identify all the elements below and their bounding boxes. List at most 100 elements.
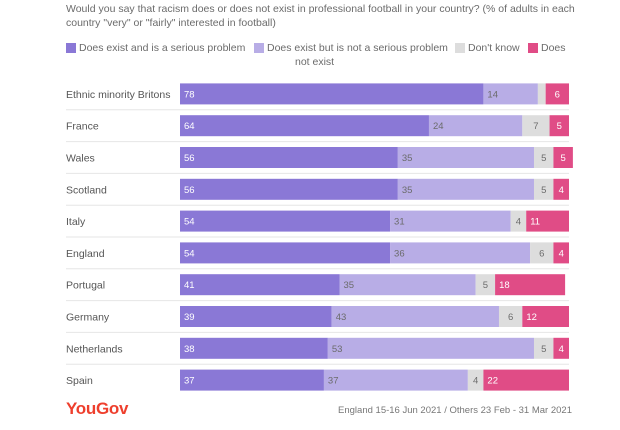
data-label: 5 (541, 185, 546, 196)
bar-segment (483, 83, 538, 105)
data-label: 24 (433, 121, 444, 132)
bar-segment (339, 274, 476, 296)
data-label: 6 (508, 312, 513, 323)
category-label: Germany (66, 312, 110, 324)
data-label: 7 (533, 121, 538, 132)
legend-label-serious-problem: Does exist and is a serious problem (79, 42, 246, 54)
legend-label-does-not-exist-cont: not exist (295, 56, 335, 68)
data-label: 4 (559, 185, 564, 196)
bar-segment (180, 337, 328, 359)
data-label: 5 (541, 344, 546, 355)
bar-segment (397, 147, 534, 168)
legend-label-dont-know: Don't know (468, 42, 520, 54)
bar-segment (428, 115, 523, 137)
data-label: 35 (343, 280, 354, 291)
yougov-logo: YouGov (66, 399, 129, 418)
category-label: England (66, 248, 105, 260)
legend-swatch-dont-know (455, 43, 465, 53)
bar-segment (180, 242, 391, 264)
data-label: 53 (332, 344, 343, 355)
data-label: 6 (555, 89, 560, 100)
bar-segment (397, 178, 534, 200)
bar-segment (498, 306, 523, 327)
data-label: 43 (336, 312, 347, 323)
bar-segment (522, 115, 550, 137)
category-label: France (66, 121, 99, 133)
bar-segment (323, 369, 468, 391)
legend-label-not-serious: Does exist but is not a serious problem (267, 42, 448, 54)
data-label: 4 (559, 248, 564, 259)
data-label: 78 (184, 89, 195, 100)
data-label: 31 (394, 217, 405, 228)
category-label: Wales (66, 153, 95, 165)
category-label: Scotland (66, 184, 107, 196)
category-label: Ethnic minority Britons (66, 89, 170, 101)
data-label: 37 (328, 376, 339, 387)
data-label: 14 (487, 89, 498, 100)
bar-segment (522, 306, 569, 327)
bar-segment (180, 178, 398, 200)
legend-swatch-does-not-exist (528, 43, 538, 53)
bar-segment (530, 242, 554, 264)
bar-segment (549, 115, 569, 137)
data-label: 6 (539, 248, 544, 259)
data-label: 5 (541, 153, 546, 164)
data-label: 56 (184, 153, 195, 164)
data-label: 64 (184, 121, 195, 132)
legend-label-does-not-exist: Does (541, 42, 566, 54)
bar-segment (553, 178, 569, 200)
bar-segment (390, 210, 511, 232)
chart-title: Would you say that racism does or does n… (66, 3, 575, 29)
bar-segment (533, 147, 554, 168)
bar-segment (553, 242, 569, 264)
bar-segment (180, 147, 398, 168)
data-label: 5 (557, 121, 562, 132)
bar-segment (467, 369, 484, 391)
data-label: 18 (499, 280, 510, 291)
bar-segment (327, 337, 534, 359)
data-label: 11 (530, 217, 540, 228)
data-label: 37 (184, 376, 195, 387)
bar-segment (510, 210, 527, 232)
bar-segment (180, 306, 332, 327)
data-label: 36 (394, 248, 405, 259)
bar-segment (553, 337, 569, 359)
bar-segment (533, 337, 554, 359)
bar-segment (537, 83, 546, 105)
bar-segment (495, 274, 566, 296)
data-label: 4 (473, 376, 478, 387)
source-note: England 15-16 Jun 2021 / Others 23 Feb -… (338, 405, 572, 416)
category-label: Netherlands (66, 343, 123, 355)
category-label: Italy (66, 216, 86, 228)
category-label: Portugal (66, 280, 105, 292)
data-label: 12 (526, 312, 537, 323)
bar-segment (180, 83, 484, 105)
category-label: Spain (66, 375, 93, 387)
data-label: 41 (184, 280, 195, 291)
data-label: 4 (559, 344, 564, 355)
bar-segment (475, 274, 496, 296)
data-label: 54 (184, 248, 195, 259)
bar-segment (180, 210, 391, 232)
data-label: 54 (184, 217, 195, 228)
data-label: 35 (402, 185, 413, 196)
data-label: 56 (184, 185, 195, 196)
legend: Does exist and is a serious problem Does… (66, 41, 586, 69)
bar-segment (526, 210, 569, 232)
data-label: 35 (402, 153, 413, 164)
data-label: 22 (487, 376, 498, 387)
bar-segment (483, 369, 569, 391)
bar-segment (180, 369, 324, 391)
bar-segment (180, 274, 340, 296)
bar-segment (331, 306, 499, 327)
data-label: 5 (561, 153, 566, 164)
bar-segment (545, 83, 569, 105)
data-label: 4 (516, 217, 521, 228)
legend-swatch-not-serious (254, 43, 264, 53)
bar-segment (180, 115, 429, 137)
data-label: 38 (184, 344, 195, 355)
data-label: 39 (184, 312, 195, 323)
legend-swatch-serious-problem (66, 43, 76, 53)
bar-segment (553, 147, 573, 168)
